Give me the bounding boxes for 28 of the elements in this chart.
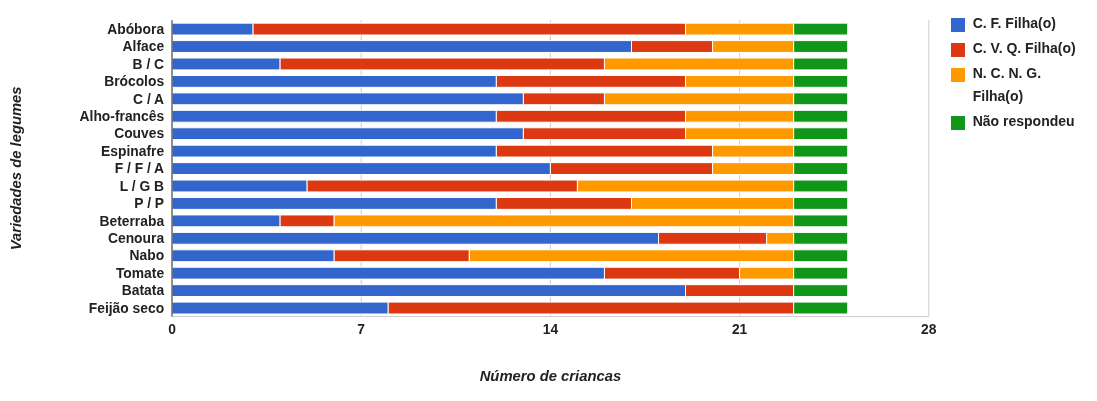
y-tick-label: Brócolos bbox=[104, 73, 165, 90]
y-tick-label: Batata bbox=[121, 282, 165, 299]
y-tick-label: F / F / A bbox=[114, 160, 165, 177]
legend-label: C. F. Filha(o) bbox=[972, 14, 1057, 33]
x-tick-label: 21 bbox=[731, 321, 748, 338]
y-tick-label: C / A bbox=[133, 90, 165, 107]
y-tick-label: Beterraba bbox=[99, 212, 165, 229]
y-tick-label: Cenoura bbox=[108, 230, 165, 247]
y-tick-label: Alho-francês bbox=[79, 108, 165, 124]
y-tick-label: Abóbora bbox=[107, 20, 165, 37]
x-axis-title: Número de criancas bbox=[479, 367, 622, 384]
y-tick-label: Couves bbox=[114, 125, 165, 142]
y-tick-label: Tomate bbox=[115, 264, 165, 281]
y-tick-label: Espinafre bbox=[101, 142, 165, 159]
y-tick-label: Feijão seco bbox=[88, 299, 165, 316]
y-tick-label: P / P bbox=[134, 195, 165, 212]
y-tick-label: L / G B bbox=[119, 177, 165, 194]
x-tick-label: 0 bbox=[168, 321, 177, 338]
x-tick-label: 7 bbox=[357, 321, 366, 338]
y-tick-label: Nabo bbox=[129, 247, 165, 264]
legend-label: Não respondeu bbox=[972, 112, 1076, 131]
y-tick-label: B / C bbox=[132, 55, 165, 72]
legend-label: C. V. Q. Filha(o) bbox=[972, 39, 1077, 58]
y-tick-label: Alface bbox=[122, 38, 165, 55]
x-tick-label: 14 bbox=[542, 321, 559, 338]
x-tick-label: 28 bbox=[921, 321, 937, 338]
legend-label: N. C. N. G. Filha(o) bbox=[972, 64, 1043, 106]
y-axis-title: Variedades de legumes bbox=[8, 86, 25, 251]
